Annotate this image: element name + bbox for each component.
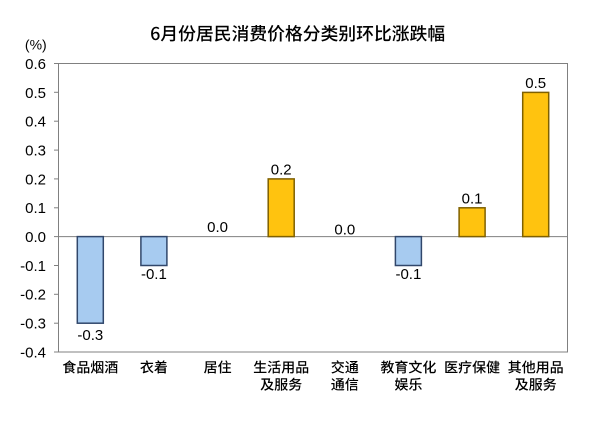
svg-text:0.0: 0.0 — [334, 221, 355, 238]
svg-text:0.6: 0.6 — [25, 56, 46, 73]
svg-text:-0.1: -0.1 — [20, 258, 46, 275]
svg-text:-0.3: -0.3 — [77, 327, 103, 344]
svg-text:0.5: 0.5 — [25, 85, 46, 102]
svg-text:-0.2: -0.2 — [20, 287, 46, 304]
svg-text:0.2: 0.2 — [271, 162, 292, 179]
svg-text:0.1: 0.1 — [25, 200, 46, 217]
svg-text:0.3: 0.3 — [25, 143, 46, 160]
svg-text:0.4: 0.4 — [25, 114, 46, 131]
svg-text:0.0: 0.0 — [25, 229, 46, 246]
svg-text:(%): (%) — [25, 37, 47, 53]
svg-text:-0.1: -0.1 — [141, 266, 167, 283]
svg-text:0.2: 0.2 — [25, 171, 46, 188]
svg-text:0.5: 0.5 — [525, 75, 546, 92]
svg-text:0.0: 0.0 — [207, 219, 228, 236]
svg-text:-0.3: -0.3 — [20, 316, 46, 333]
svg-text:0.1: 0.1 — [462, 190, 483, 207]
svg-text:-0.4: -0.4 — [20, 344, 46, 361]
svg-text:-0.1: -0.1 — [395, 266, 421, 283]
